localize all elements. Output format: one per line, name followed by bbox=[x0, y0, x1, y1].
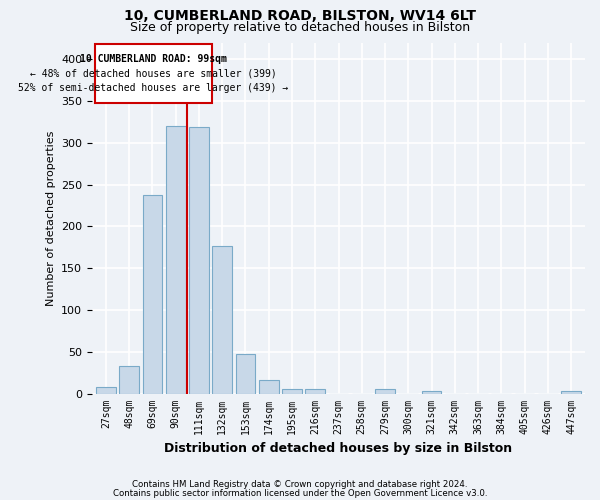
Bar bbox=[236, 354, 256, 394]
X-axis label: Distribution of detached houses by size in Bilston: Distribution of detached houses by size … bbox=[164, 442, 512, 455]
Text: ← 48% of detached houses are smaller (399): ← 48% of detached houses are smaller (39… bbox=[30, 68, 277, 78]
Bar bbox=[212, 246, 232, 394]
Bar bbox=[375, 390, 395, 394]
Text: Size of property relative to detached houses in Bilston: Size of property relative to detached ho… bbox=[130, 21, 470, 34]
Bar bbox=[422, 391, 442, 394]
Bar bbox=[189, 127, 209, 394]
Bar bbox=[166, 126, 185, 394]
FancyBboxPatch shape bbox=[95, 44, 212, 102]
Bar bbox=[305, 390, 325, 394]
Bar bbox=[96, 387, 116, 394]
Bar bbox=[259, 380, 278, 394]
Bar bbox=[282, 388, 302, 394]
Y-axis label: Number of detached properties: Number of detached properties bbox=[46, 130, 56, 306]
Text: 10, CUMBERLAND ROAD, BILSTON, WV14 6LT: 10, CUMBERLAND ROAD, BILSTON, WV14 6LT bbox=[124, 9, 476, 23]
Bar bbox=[143, 196, 163, 394]
Text: 10 CUMBERLAND ROAD: 99sqm: 10 CUMBERLAND ROAD: 99sqm bbox=[80, 54, 227, 64]
Text: 52% of semi-detached houses are larger (439) →: 52% of semi-detached houses are larger (… bbox=[19, 83, 289, 93]
Bar bbox=[561, 391, 581, 394]
Text: Contains public sector information licensed under the Open Government Licence v3: Contains public sector information licen… bbox=[113, 488, 487, 498]
Text: Contains HM Land Registry data © Crown copyright and database right 2024.: Contains HM Land Registry data © Crown c… bbox=[132, 480, 468, 489]
Bar bbox=[119, 366, 139, 394]
